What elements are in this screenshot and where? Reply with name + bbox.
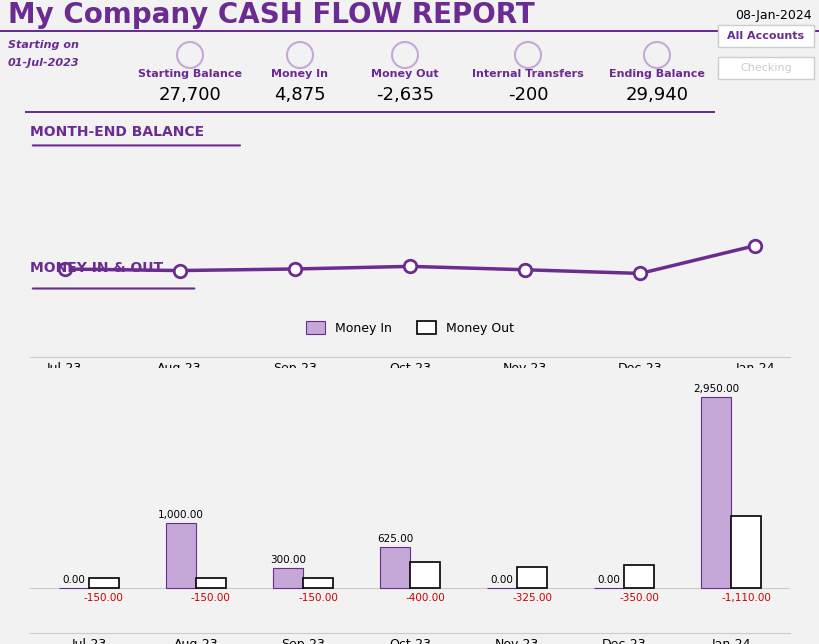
Text: Money Out: Money Out — [371, 69, 438, 79]
Text: -150.00: -150.00 — [84, 593, 124, 603]
Text: -150.00: -150.00 — [297, 593, 337, 603]
Bar — [717, 57, 813, 79]
Text: 0.00: 0.00 — [490, 575, 513, 585]
Text: 27,700: 27,700 — [158, 86, 221, 104]
Bar — [196, 578, 225, 588]
Text: My Company CASH FLOW REPORT: My Company CASH FLOW REPORT — [8, 1, 534, 29]
Bar — [623, 565, 654, 588]
Bar — [410, 562, 440, 588]
Text: -2,635: -2,635 — [375, 86, 433, 104]
Text: -200: -200 — [507, 86, 548, 104]
Bar — [717, 25, 813, 47]
Text: -350.00: -350.00 — [618, 593, 658, 603]
Bar — [273, 569, 302, 588]
Text: 0.00: 0.00 — [62, 575, 85, 585]
Text: Starting Balance: Starting Balance — [138, 69, 242, 79]
Text: -400.00: -400.00 — [405, 593, 445, 603]
Text: 4,875: 4,875 — [274, 86, 325, 104]
Bar — [517, 567, 546, 588]
Text: Checking: Checking — [740, 63, 791, 73]
Text: -1,110.00: -1,110.00 — [720, 593, 770, 603]
Text: -150.00: -150.00 — [191, 593, 231, 603]
Bar — [302, 578, 333, 588]
Bar — [165, 523, 196, 588]
Text: 2,950.00: 2,950.00 — [692, 384, 738, 394]
Text: Internal Transfers: Internal Transfers — [472, 69, 583, 79]
Text: All Accounts: All Accounts — [726, 31, 803, 41]
Text: 625.00: 625.00 — [377, 534, 413, 544]
Text: MONEY IN & OUT: MONEY IN & OUT — [30, 261, 163, 275]
Text: Starting on: Starting on — [8, 40, 79, 50]
Text: Money In: Money In — [271, 69, 328, 79]
Text: 300.00: 300.00 — [269, 555, 305, 565]
Text: 01-Jul-2023: 01-Jul-2023 — [8, 58, 79, 68]
Bar — [379, 547, 410, 588]
Bar — [88, 578, 119, 588]
Text: 08-Jan-2024: 08-Jan-2024 — [735, 8, 811, 21]
Text: 0.00: 0.00 — [597, 575, 620, 585]
Legend: Money In, Money Out: Money In, Money Out — [301, 316, 518, 339]
Bar — [0, 0, 819, 30]
Bar — [25, 111, 714, 113]
Text: Ending Balance: Ending Balance — [609, 69, 704, 79]
Text: 29,940: 29,940 — [625, 86, 688, 104]
Bar — [731, 516, 760, 588]
Bar — [0, 30, 819, 32]
Text: 1,000.00: 1,000.00 — [158, 510, 204, 520]
Text: MONTH-END BALANCE: MONTH-END BALANCE — [30, 124, 204, 138]
Bar — [700, 397, 731, 588]
Text: -325.00: -325.00 — [511, 593, 551, 603]
